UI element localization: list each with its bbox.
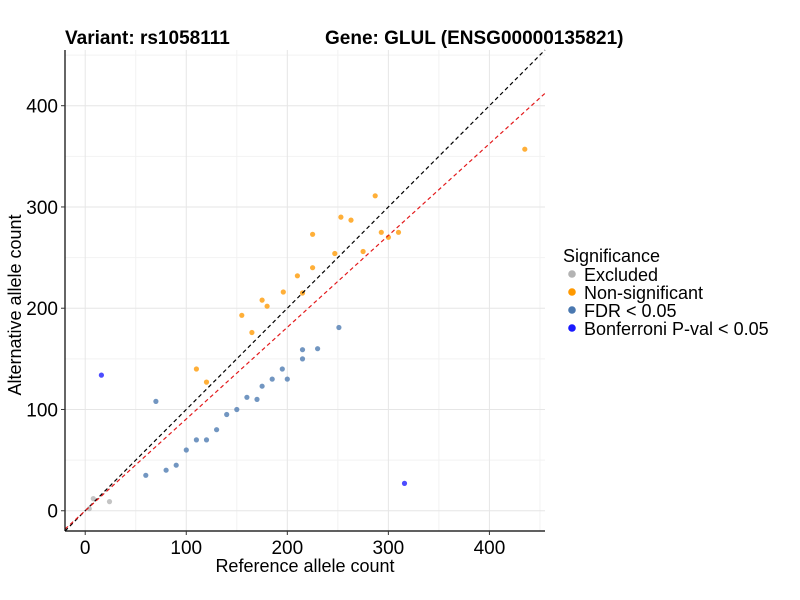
x-tick-label: 100: [170, 538, 202, 559]
point-excluded: [86, 506, 92, 512]
point-non-significant: [264, 303, 270, 309]
fitted-line: [64, 92, 546, 530]
point-fdr-0-05: [299, 347, 306, 353]
identity-line: [64, 49, 546, 532]
point-non-significant: [360, 248, 366, 255]
point-non-significant: [280, 289, 286, 295]
chart-title-gene: Gene: GLUL (ENSG00000135821): [325, 28, 624, 49]
point-fdr-0-05: [234, 406, 240, 413]
point-fdr-0-05: [269, 376, 275, 382]
legend-key-fdr-0-05: [568, 306, 576, 314]
point-fdr-0-05: [153, 398, 159, 404]
point-fdr-0-05: [183, 447, 189, 453]
point-non-significant: [378, 229, 384, 235]
point-non-significant: [522, 146, 528, 152]
point-fdr-0-05: [224, 411, 230, 418]
data-points: [86, 146, 528, 512]
legend-key-bonferroni-p-val-0-05: [568, 324, 576, 332]
y-tick-label: 200: [26, 299, 58, 320]
point-fdr-0-05: [315, 346, 321, 352]
x-axis-label: Reference allele count: [215, 556, 394, 576]
point-non-significant: [294, 273, 300, 279]
point-excluded: [90, 496, 96, 502]
point-non-significant: [348, 217, 354, 223]
legend-key-excluded: [568, 270, 576, 278]
point-fdr-0-05: [259, 383, 265, 389]
point-fdr-0-05: [244, 394, 250, 400]
legend-label-bonferroni-p-val-0-05: Bonferroni P-val < 0.05: [584, 319, 769, 339]
x-tick-label: 0: [80, 538, 91, 559]
y-tick-label: 300: [26, 198, 58, 219]
point-fdr-0-05: [173, 462, 179, 468]
point-bonferroni-p-val-0-05: [401, 480, 408, 486]
y-tick-label: 400: [26, 97, 58, 118]
point-fdr-0-05: [284, 376, 290, 382]
point-fdr-0-05: [299, 356, 306, 362]
point-fdr-0-05: [214, 427, 220, 433]
point-fdr-0-05: [143, 472, 149, 478]
point-non-significant: [395, 229, 402, 235]
point-fdr-0-05: [279, 366, 285, 372]
point-excluded: [106, 499, 113, 505]
legend: Significance ExcludedNon-significantFDR …: [563, 246, 769, 339]
point-fdr-0-05: [336, 324, 342, 331]
x-tick-label: 400: [474, 538, 506, 559]
x-tick-label: 300: [373, 538, 405, 559]
legend-title: Significance: [563, 246, 660, 266]
legend-label-fdr-0-05: FDR < 0.05: [584, 301, 677, 321]
point-bonferroni-p-val-0-05: [98, 372, 104, 378]
axis-ticks: 0 100 200 300 400 0 100 200 300 400: [26, 97, 505, 559]
point-non-significant: [372, 193, 378, 199]
point-non-significant: [239, 312, 245, 318]
point-non-significant: [259, 297, 265, 303]
plot-axes: [64, 50, 545, 532]
point-non-significant: [332, 250, 338, 257]
point-non-significant: [310, 231, 316, 237]
point-non-significant: [249, 329, 255, 336]
y-tick-label: 0: [47, 502, 58, 523]
y-tick-label: 100: [26, 400, 58, 421]
legend-label-excluded: Excluded: [584, 265, 658, 285]
point-non-significant: [310, 265, 316, 271]
point-non-significant: [338, 214, 344, 220]
point-non-significant: [203, 379, 210, 385]
point-fdr-0-05: [163, 467, 169, 473]
point-fdr-0-05: [193, 437, 199, 443]
point-non-significant: [193, 366, 199, 372]
legend-label-non-significant: Non-significant: [584, 283, 703, 303]
point-fdr-0-05: [254, 396, 260, 402]
x-tick-label: 200: [271, 538, 303, 559]
legend-key-non-significant: [568, 288, 576, 296]
chart-title-variant: Variant: rs1058111: [65, 28, 230, 49]
reference-lines: [64, 49, 546, 532]
y-axis-label: Alternative allele count: [5, 214, 25, 395]
point-fdr-0-05: [203, 437, 210, 443]
